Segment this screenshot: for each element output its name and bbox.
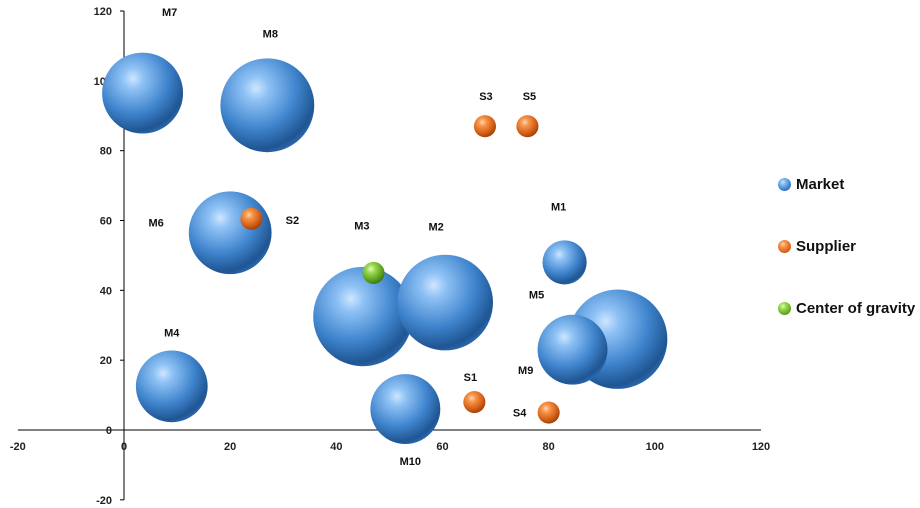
x-tick-label: 20: [224, 441, 236, 453]
x-tick-label: 60: [436, 441, 448, 453]
bubble-label-s1: S1: [464, 372, 477, 384]
bubble-label-m6: M6: [149, 218, 164, 230]
y-tick-label: 40: [100, 285, 112, 297]
legend-marker-supplier: [778, 239, 791, 253]
bubble-label-s3: S3: [479, 91, 492, 103]
bubble-s3: [473, 115, 497, 138]
legend-label-market: Market: [796, 175, 845, 193]
bubble-m3: [313, 266, 413, 367]
legend-label-supplier: Supplier: [796, 237, 857, 255]
x-tick-label: 40: [330, 441, 342, 453]
bubble-label-m4: M4: [164, 327, 180, 339]
bubble-m4: [135, 350, 208, 423]
x-tick-label: -20: [10, 441, 26, 453]
bubble-m6: [188, 191, 272, 275]
legend-item-center-of-gravity: Center of gravity: [778, 292, 915, 324]
legend-marker-market: [778, 177, 791, 191]
bubble-s5: [516, 115, 539, 138]
bubble-label-m10: M10: [400, 456, 421, 468]
legend-item-supplier: Supplier: [778, 230, 915, 262]
legend-label-center-of-gravity: Center of gravity: [796, 299, 916, 317]
bubble-m1: [542, 240, 587, 285]
x-tick-label: 100: [646, 441, 664, 453]
bubble-label-s5: S5: [523, 91, 536, 103]
bubbles: [102, 52, 668, 445]
y-tick-label: 20: [100, 355, 112, 367]
bubble-s1: [463, 391, 486, 414]
bubble-s4: [537, 401, 560, 424]
bubble-m5: [537, 314, 608, 385]
x-tick-label: 0: [121, 441, 127, 453]
bubble-label-s2: S2: [286, 215, 299, 227]
legend-item-market: Market: [778, 168, 915, 200]
y-tick-label: 60: [100, 216, 112, 228]
bubble-m10: [370, 374, 441, 445]
y-tick-label: -20: [96, 495, 112, 507]
bubble-label-m5: M5: [529, 290, 544, 302]
legend-marker-center-of-gravity: [778, 301, 791, 315]
bubble-label-m8: M8: [263, 28, 278, 40]
y-tick-label: 120: [94, 6, 112, 18]
bubble-label-m9: M9: [518, 365, 533, 377]
bubble-label-m2: M2: [429, 222, 444, 234]
bubble-center-of-gravity: [362, 261, 385, 284]
bubble-m8: [220, 58, 315, 153]
x-tick-label: 120: [752, 441, 770, 453]
bubble-label-m1: M1: [551, 201, 566, 213]
bubble-m7: [102, 52, 184, 134]
legend: Market Supplier Center of gravity: [778, 168, 915, 324]
y-tick-label: 0: [106, 425, 112, 437]
bubble-s2: [240, 207, 263, 230]
bubble-label-s4: S4: [513, 408, 527, 420]
bubble-label-m7: M7: [162, 7, 177, 19]
bubble-labels: M1 M2 M3 M4 M5 M6 M7 M8 M9 M10 S1 S2 S3 S4 S5: [149, 7, 567, 468]
bubble-m2: [397, 254, 493, 351]
x-tick-label: 80: [543, 441, 555, 453]
x-axis-ticks: -20 0 20 40 60 80 100 120: [10, 441, 770, 453]
bubble-label-m3: M3: [354, 221, 369, 233]
y-tick-label: 80: [100, 146, 112, 158]
